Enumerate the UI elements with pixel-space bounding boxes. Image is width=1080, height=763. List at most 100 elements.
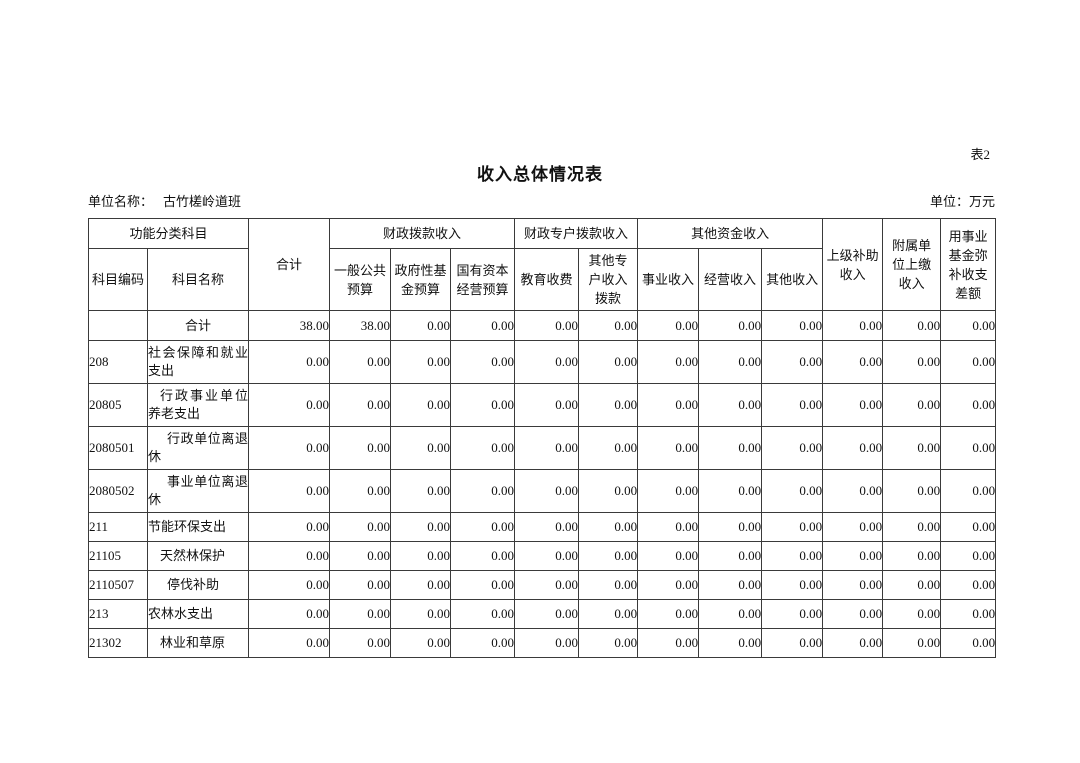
header-special-account-group: 财政专户拨款收入: [514, 218, 639, 249]
value-cell: 0.00: [390, 469, 452, 513]
header-govt-fund-budget: 政府性基 金预算: [390, 248, 452, 311]
value-cell: 0.00: [637, 599, 700, 629]
value-cell: 0.00: [578, 340, 639, 384]
value-cell: 0.00: [761, 383, 824, 427]
value-cell: 0.00: [822, 628, 884, 658]
value-cell: 0.00: [882, 310, 942, 341]
value-cell: 0.00: [637, 426, 700, 470]
value-cell: 0.00: [248, 599, 331, 629]
value-cell: 0.00: [248, 570, 331, 600]
value-cell: 0.00: [940, 628, 997, 658]
header-function-classification: 功能分类科目: [87, 218, 250, 249]
value-cell: 0.00: [329, 340, 392, 384]
header-other-special-account: 其他专 户收入 拨款: [578, 248, 639, 311]
value-cell: 0.00: [882, 340, 942, 384]
value-cell: 0.00: [940, 469, 997, 513]
value-cell: 0.00: [882, 469, 942, 513]
header-group-row: 功能分类科目 合计 财政拨款收入 财政专户拨款收入 其他资金收入 上级补助 收入…: [87, 218, 997, 311]
value-cell: 0.00: [514, 599, 580, 629]
value-cell: 0.00: [637, 469, 700, 513]
value-cell: 0.00: [761, 512, 824, 542]
header-subject-name: 科目名称: [146, 248, 250, 311]
header-affiliated-remit: 附属单 位上缴 收入: [882, 218, 942, 311]
value-cell: 38.00: [329, 310, 392, 341]
subject-name-cell: 节能环保支出: [146, 512, 250, 542]
value-cell: 0.00: [637, 340, 700, 384]
value-cell: 0.00: [578, 310, 639, 341]
value-cell: 0.00: [822, 310, 884, 341]
meta-line: 单位名称： 古竹槎岭道班 单位：万元: [88, 191, 995, 209]
table-row: 2110507 停伐补助 0.00 0.00 0.00 0.00 0.00 0.…: [88, 570, 997, 600]
header-total: 合计: [248, 218, 331, 311]
value-cell: 0.00: [822, 469, 884, 513]
header-state-capital-budget: 国有资本 经营预算: [450, 248, 516, 311]
value-cell: 0.00: [329, 570, 392, 600]
unit-name-value: 古竹槎岭道班: [163, 194, 242, 209]
value-cell: 0.00: [698, 541, 763, 571]
value-cell: 0.00: [761, 599, 824, 629]
value-cell: 0.00: [761, 628, 824, 658]
value-cell: 0.00: [637, 512, 700, 542]
value-cell: 0.00: [578, 383, 639, 427]
subject-name-cell: 事业单位离退休: [146, 469, 250, 513]
value-cell: 0.00: [450, 469, 516, 513]
value-cell: 0.00: [822, 512, 884, 542]
table-row: 21105 天然林保护 0.00 0.00 0.00 0.00 0.00 0.0…: [88, 541, 997, 571]
table-row: 213 农林水支出 0.00 0.00 0.00 0.00 0.00 0.00 …: [88, 599, 997, 629]
value-cell: 0.00: [248, 340, 331, 384]
value-cell: 0.00: [329, 469, 392, 513]
value-cell: 0.00: [822, 426, 884, 470]
value-cell: 0.00: [882, 599, 942, 629]
value-cell: 0.00: [390, 383, 452, 427]
subject-name-cell: 行政单位离退休: [146, 426, 250, 470]
subject-code-cell: 21105: [88, 541, 148, 571]
subject-code-cell: 21302: [88, 628, 148, 658]
value-cell: 0.00: [248, 469, 331, 513]
value-cell: 0.00: [450, 426, 516, 470]
value-cell: 0.00: [940, 426, 997, 470]
value-cell: 0.00: [940, 541, 997, 571]
table-row: 20805 行政事业单位养老支出 0.00 0.00 0.00 0.00 0.0…: [88, 383, 997, 427]
header-other-funds-group: 其他资金收入: [637, 218, 824, 249]
value-cell: 0.00: [698, 310, 763, 341]
header-fund-offset: 用事业 基金弥 补收支 差额: [940, 218, 997, 311]
value-cell: 0.00: [822, 383, 884, 427]
value-cell: 0.00: [637, 541, 700, 571]
sheet-number-label: 表2: [970, 147, 990, 162]
value-cell: 0.00: [882, 426, 942, 470]
value-cell: 0.00: [698, 628, 763, 658]
value-cell: 0.00: [761, 310, 824, 341]
value-cell: 0.00: [578, 570, 639, 600]
value-cell: 0.00: [514, 541, 580, 571]
value-cell: 0.00: [940, 340, 997, 384]
subject-name-cell: 林业和草原: [146, 628, 250, 658]
value-cell: 0.00: [940, 310, 997, 341]
value-cell: 0.00: [248, 541, 331, 571]
subject-code-cell: [88, 310, 148, 341]
value-cell: 0.00: [761, 570, 824, 600]
table-row: 2080501 行政单位离退休 0.00 0.00 0.00 0.00 0.00…: [88, 426, 997, 470]
table-body: 合计 38.00 38.00 0.00 0.00 0.00 0.00 0.00 …: [88, 310, 997, 658]
value-cell: 0.00: [761, 426, 824, 470]
value-cell: 0.00: [940, 383, 997, 427]
value-cell: 0.00: [514, 628, 580, 658]
value-cell: 0.00: [248, 628, 331, 658]
value-cell: 0.00: [514, 340, 580, 384]
header-operating-income: 经营收入: [698, 248, 763, 311]
subject-code-cell: 2110507: [88, 570, 148, 600]
value-cell: 0.00: [698, 383, 763, 427]
value-cell: 0.00: [578, 469, 639, 513]
value-cell: 0.00: [329, 628, 392, 658]
table-row: 21302 林业和草原 0.00 0.00 0.00 0.00 0.00 0.0…: [88, 628, 997, 658]
table-row: 208 社会保障和就业支出 0.00 0.00 0.00 0.00 0.00 0…: [88, 340, 997, 384]
header-other-income: 其他收入: [761, 248, 824, 311]
value-cell: 0.00: [822, 340, 884, 384]
table-header: 功能分类科目 合计 财政拨款收入 财政专户拨款收入 其他资金收入 上级补助 收入…: [87, 218, 997, 311]
value-cell: 0.00: [822, 570, 884, 600]
value-cell: 0.00: [390, 599, 452, 629]
value-cell: 0.00: [822, 541, 884, 571]
value-cell: 0.00: [514, 469, 580, 513]
value-cell: 0.00: [882, 628, 942, 658]
value-cell: 0.00: [248, 383, 331, 427]
